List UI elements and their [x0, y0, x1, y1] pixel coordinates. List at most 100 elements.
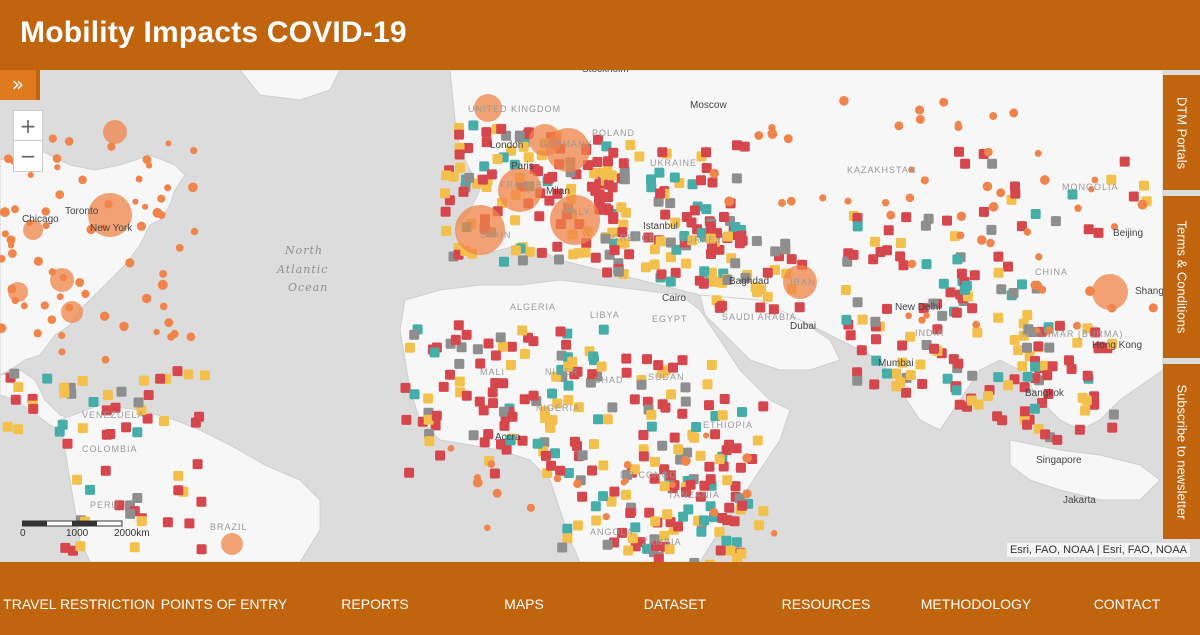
poe-marker[interactable] [695, 491, 706, 502]
poe-marker[interactable] [1083, 224, 1094, 235]
case-dot[interactable] [908, 166, 915, 173]
poe-marker[interactable] [705, 474, 716, 485]
case-dot[interactable] [1110, 223, 1119, 231]
poe-marker[interactable] [687, 235, 698, 246]
poe-marker[interactable] [640, 262, 651, 273]
case-circle[interactable] [103, 120, 127, 144]
case-dot[interactable] [819, 194, 827, 202]
poe-marker[interactable] [1047, 361, 1058, 372]
poe-marker[interactable] [622, 469, 633, 480]
poe-marker[interactable] [431, 410, 442, 421]
poe-marker[interactable] [735, 462, 746, 473]
poe-marker[interactable] [133, 397, 144, 408]
case-circle[interactable] [61, 301, 83, 323]
case-dot[interactable] [724, 196, 735, 207]
poe-marker[interactable] [598, 460, 609, 471]
poe-marker[interactable] [953, 358, 964, 369]
case-dot[interactable] [1039, 175, 1050, 185]
poe-marker[interactable] [499, 420, 510, 431]
poe-marker[interactable] [143, 390, 154, 400]
case-dot[interactable] [48, 134, 57, 143]
poe-marker[interactable] [654, 167, 665, 178]
poe-marker[interactable] [528, 336, 539, 347]
poe-marker[interactable] [750, 282, 761, 293]
case-dot[interactable] [1044, 326, 1054, 335]
poe-marker[interactable] [77, 423, 88, 434]
poe-marker[interactable] [602, 539, 613, 550]
case-dot[interactable] [1137, 199, 1148, 210]
poe-marker[interactable] [722, 231, 733, 242]
poe-marker[interactable] [1108, 409, 1119, 420]
poe-marker[interactable] [1008, 288, 1019, 298]
poe-marker[interactable] [1095, 341, 1106, 352]
poe-marker[interactable] [628, 533, 638, 544]
poe-marker[interactable] [656, 269, 667, 280]
case-dot[interactable] [986, 238, 995, 248]
poe-marker[interactable] [1030, 373, 1041, 384]
poe-marker[interactable] [705, 225, 716, 236]
case-dot[interactable] [915, 114, 925, 124]
poe-marker[interactable] [870, 236, 880, 247]
poe-marker[interactable] [616, 202, 627, 213]
poe-marker[interactable] [649, 473, 660, 484]
case-dot[interactable] [8, 249, 17, 258]
case-dot[interactable] [6, 235, 16, 245]
poe-marker[interactable] [701, 147, 712, 158]
poe-marker[interactable] [621, 489, 631, 500]
poe-marker[interactable] [1128, 191, 1139, 202]
poe-marker[interactable] [1067, 189, 1078, 200]
case-dot[interactable] [472, 477, 483, 488]
poe-marker[interactable] [954, 146, 964, 157]
poe-marker[interactable] [603, 156, 613, 167]
poe-marker[interactable] [1066, 364, 1077, 374]
poe-marker[interactable] [77, 375, 88, 386]
poe-marker[interactable] [596, 361, 607, 372]
case-dot[interactable] [11, 205, 19, 214]
case-dot[interactable] [915, 105, 925, 115]
poe-marker[interactable] [871, 334, 881, 345]
poe-marker[interactable] [1030, 361, 1041, 372]
case-dot[interactable] [905, 193, 915, 203]
case-dot[interactable] [920, 176, 929, 185]
poe-marker[interactable] [621, 367, 632, 378]
poe-marker[interactable] [155, 373, 166, 384]
poe-marker[interactable] [677, 355, 688, 366]
poe-marker[interactable] [454, 376, 465, 387]
poe-marker[interactable] [915, 359, 926, 370]
poe-marker[interactable] [992, 411, 1003, 422]
poe-marker[interactable] [453, 320, 464, 331]
case-dot[interactable] [40, 301, 49, 310]
poe-marker[interactable] [739, 141, 750, 152]
poe-marker[interactable] [619, 237, 630, 248]
poe-marker[interactable] [1054, 320, 1065, 331]
poe-marker[interactable] [536, 247, 547, 258]
poe-marker[interactable] [928, 298, 939, 309]
poe-marker[interactable] [479, 437, 490, 448]
poe-marker[interactable] [114, 500, 125, 511]
poe-marker[interactable] [895, 238, 906, 248]
poe-marker[interactable] [619, 174, 630, 185]
poe-marker[interactable] [1072, 337, 1083, 348]
case-dot[interactable] [954, 123, 963, 132]
poe-marker[interactable] [901, 387, 912, 398]
poe-marker[interactable] [497, 341, 508, 352]
poe-marker[interactable] [649, 259, 660, 270]
poe-marker[interactable] [159, 416, 169, 427]
case-dot[interactable] [492, 488, 502, 498]
poe-marker[interactable] [666, 470, 677, 481]
case-dot[interactable] [141, 293, 152, 304]
poe-marker[interactable] [731, 173, 742, 184]
poe-marker[interactable] [704, 559, 715, 562]
case-dot[interactable] [956, 211, 967, 222]
poe-marker[interactable] [1038, 360, 1049, 371]
poe-marker[interactable] [794, 302, 805, 313]
poe-marker[interactable] [517, 325, 528, 336]
poe-marker[interactable] [563, 468, 574, 478]
case-dot[interactable] [64, 137, 74, 146]
case-dot[interactable] [742, 489, 752, 499]
poe-marker[interactable] [722, 274, 733, 285]
poe-marker[interactable] [653, 360, 664, 371]
poe-marker[interactable] [540, 450, 551, 461]
poe-marker[interactable] [510, 215, 521, 226]
case-dot[interactable] [709, 168, 719, 179]
